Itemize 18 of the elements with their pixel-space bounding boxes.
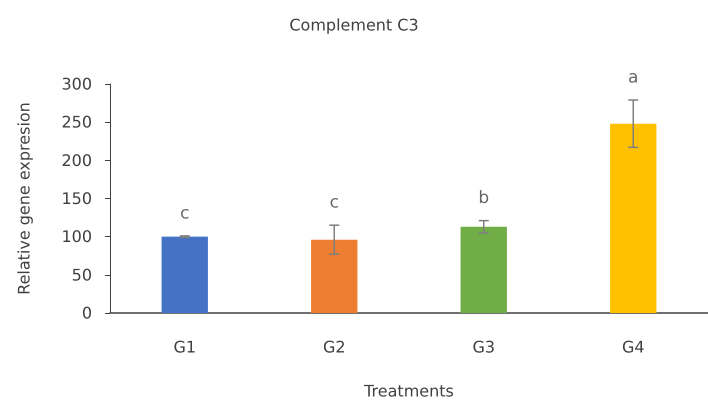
y-tick-label: 50 xyxy=(72,265,92,284)
x-axis-title: Treatments xyxy=(363,382,454,400)
chart-title: Complement C3 xyxy=(289,16,419,34)
y-axis-title: Relative gene expresion xyxy=(14,102,34,295)
annotation: b xyxy=(478,188,490,208)
x-tick-label: G4 xyxy=(622,338,645,356)
y-tick-label: 250 xyxy=(61,112,92,132)
y-tick-label: 300 xyxy=(61,74,92,94)
annotation: a xyxy=(628,68,638,88)
y-tick-label: 150 xyxy=(61,189,92,208)
annotation: c xyxy=(330,192,339,213)
annotation: c xyxy=(180,203,190,224)
x-tick-label: G2 xyxy=(322,338,346,356)
x-tick-label: G1 xyxy=(173,338,196,356)
y-tick-label: 100 xyxy=(61,227,92,246)
y-tick-label: 0 xyxy=(82,304,92,322)
x-tick-label: G3 xyxy=(472,338,496,356)
y-tick-label: 200 xyxy=(61,150,92,170)
